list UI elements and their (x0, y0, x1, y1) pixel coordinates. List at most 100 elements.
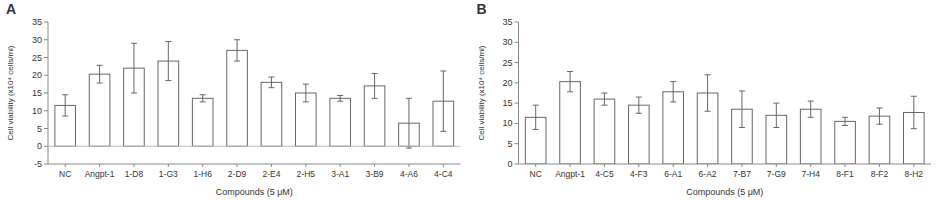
x-tick-label: NC (59, 169, 71, 179)
y-tick-label: 30 (32, 35, 42, 45)
x-tick-label: 7-B7 (733, 169, 751, 179)
x-tick-label: 4-C4 (434, 169, 453, 179)
error-bar (808, 101, 814, 117)
x-tick-label: 6-A1 (664, 169, 682, 179)
x-tick-label: 3-B9 (366, 169, 384, 179)
x-tick (202, 164, 203, 167)
panel: B05101520253035NCAngpt-14-C54-F36-A16-A2… (477, 1, 932, 197)
bar (560, 82, 581, 164)
y-tick (44, 39, 48, 40)
x-axis-line (519, 164, 932, 165)
y-tick-label: 0 (37, 141, 42, 151)
x-tick-label: 1-H6 (193, 169, 212, 179)
zero-line (48, 146, 461, 147)
x-tick (443, 164, 444, 167)
bar (261, 82, 282, 146)
error-bar (601, 93, 607, 105)
error-bar (705, 75, 711, 112)
y-tick (44, 164, 48, 165)
y-tick (515, 22, 519, 23)
error-bar (842, 117, 848, 125)
y-tick (515, 123, 519, 124)
x-tick (913, 164, 914, 167)
y-axis-line (48, 22, 49, 164)
error-bar (62, 95, 68, 116)
x-tick (168, 164, 169, 167)
x-tick-label: 2-E4 (262, 169, 280, 179)
x-tick (271, 164, 272, 167)
y-tick (44, 146, 48, 147)
error-bar (670, 82, 676, 102)
y-tick (44, 57, 48, 58)
error-bar (200, 95, 206, 102)
error-bar (567, 71, 573, 91)
error-bar (773, 103, 779, 127)
x-tick-label: 7-G9 (767, 169, 786, 179)
x-tick (535, 164, 536, 167)
x-tick (707, 164, 708, 167)
error-bar (303, 84, 309, 102)
y-tick (515, 103, 519, 104)
error-bar (636, 97, 642, 113)
x-tick-label: 8-F1 (836, 169, 854, 179)
y-tick-label: 30 (502, 37, 512, 47)
x-tick-label: 3-A1 (331, 169, 349, 179)
bar (835, 121, 856, 164)
error-bar (234, 40, 240, 61)
x-tick-label: Angpt-1 (85, 169, 115, 179)
x-tick (237, 164, 238, 167)
error-bar (337, 95, 343, 101)
x-tick (879, 164, 880, 167)
x-tick-label: 2-H5 (297, 169, 316, 179)
x-tick (604, 164, 605, 167)
x-tick (65, 164, 66, 167)
x-tick-label: 8-H2 (905, 169, 924, 179)
y-tick-label: 20 (32, 70, 42, 80)
y-tick-label: -5 (34, 159, 42, 169)
x-tick (340, 164, 341, 167)
error-bar (739, 91, 745, 128)
error-bar (876, 108, 882, 124)
x-tick-label: NC (530, 169, 542, 179)
x-tick (810, 164, 811, 167)
x-tick-label: 6-A2 (699, 169, 717, 179)
y-tick (44, 75, 48, 76)
x-tick (570, 164, 571, 167)
y-axis-line (518, 22, 519, 164)
x-tick (133, 164, 134, 167)
error-bar (533, 105, 539, 129)
x-tick (673, 164, 674, 167)
bar (89, 74, 110, 146)
y-tick-label: 35 (32, 17, 42, 27)
panel: A-505101520253035NCAngpt-11-D81-G31-H62-… (6, 1, 461, 197)
x-tick-label: Angpt-1 (555, 169, 585, 179)
bar (227, 50, 248, 146)
error-bar (406, 98, 412, 148)
y-tick (44, 128, 48, 129)
x-tick-label: 1-G3 (159, 169, 178, 179)
y-tick-label: 15 (32, 88, 42, 98)
error-bar (440, 71, 446, 131)
panel-label: A (6, 1, 16, 17)
error-bar (97, 65, 103, 83)
y-tick-label: 5 (37, 124, 42, 134)
x-tick-label: 8-F2 (871, 169, 889, 179)
x-tick-label: 2-D9 (228, 169, 247, 179)
y-tick (515, 164, 519, 165)
x-tick-label: 4-C5 (595, 169, 614, 179)
x-tick (99, 164, 100, 167)
error-bar (911, 96, 917, 128)
x-tick (374, 164, 375, 167)
y-tick-label: 10 (32, 106, 42, 116)
y-tick (44, 22, 48, 23)
x-axis-label: Compounds (5 μM) (216, 187, 293, 197)
y-tick-label: 5 (507, 139, 512, 149)
y-tick-label: 15 (502, 98, 512, 108)
y-tick-label: 35 (502, 17, 512, 27)
y-tick (515, 62, 519, 63)
x-tick-label: 4-F3 (630, 169, 648, 179)
error-bar (268, 77, 274, 88)
x-axis-line (48, 164, 461, 165)
x-tick-label: 7-H4 (801, 169, 820, 179)
y-tick-label: 10 (502, 118, 512, 128)
